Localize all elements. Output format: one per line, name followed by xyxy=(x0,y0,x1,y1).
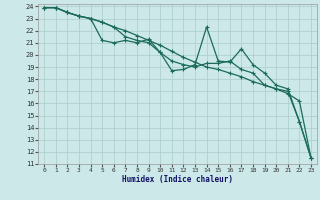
X-axis label: Humidex (Indice chaleur): Humidex (Indice chaleur) xyxy=(122,175,233,184)
